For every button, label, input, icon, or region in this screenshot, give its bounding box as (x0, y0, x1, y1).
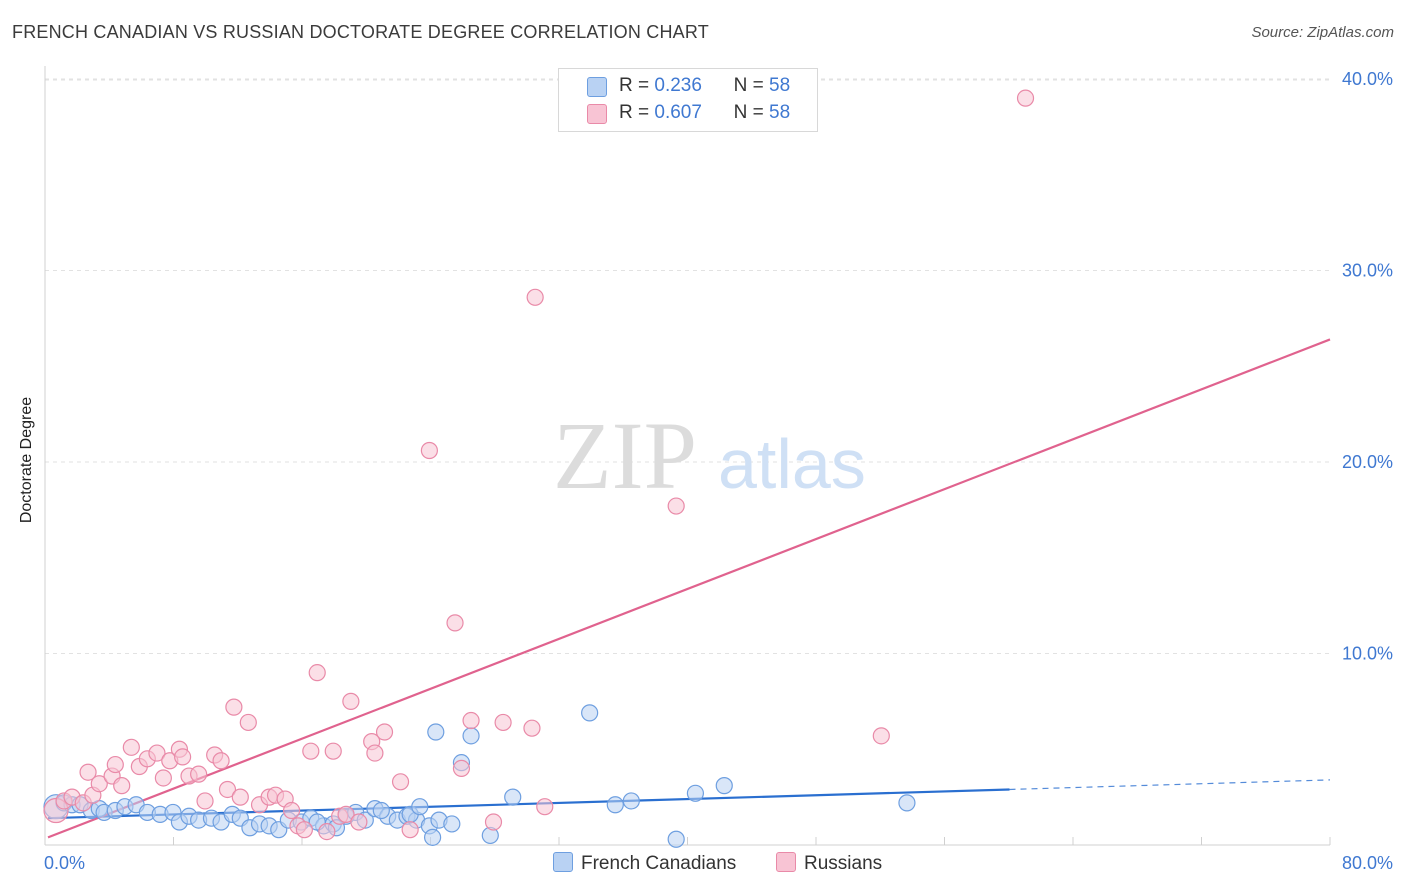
data-point-russian (318, 822, 336, 841)
y-tick-label: 20.0% (1342, 452, 1393, 472)
data-point-russian (113, 777, 131, 795)
data-point-russian (282, 801, 301, 820)
data-point-russian (526, 288, 544, 306)
data-point-russian (337, 805, 355, 823)
x-tick-label: 0.0% (44, 853, 85, 873)
trend-line-russians (47, 338, 1331, 839)
data-point-russian (90, 775, 108, 793)
data-point-french (504, 788, 522, 806)
data-point-russian (366, 744, 384, 762)
data-point-russian (212, 752, 230, 770)
bottom-legend-swatch-russians (776, 852, 796, 872)
data-point-russian (225, 698, 243, 716)
data-point-russian (231, 788, 249, 806)
legend-text-russians: R = 0.607 N = 58 (619, 102, 790, 124)
data-point-french (372, 801, 390, 820)
legend-n-label: N = (733, 102, 764, 123)
data-point-french (715, 777, 733, 795)
data-point-russian (190, 765, 208, 783)
legend-swatch-russians (587, 104, 607, 124)
data-point-russian (196, 792, 214, 810)
y-tick-label: 40.0% (1342, 69, 1393, 89)
data-point-russian (872, 727, 890, 745)
legend-n-value: 58 (769, 102, 791, 123)
data-point-french (606, 796, 624, 814)
data-point-russian (523, 719, 541, 737)
trend-line-french-extension (1009, 779, 1331, 791)
data-point-russian (350, 813, 368, 831)
data-point-french (411, 798, 429, 816)
legend-swatch-french (587, 77, 607, 97)
data-point-russian (122, 738, 140, 756)
data-point-russian (302, 742, 320, 760)
bottom-legend-label-russians: Russians (804, 853, 883, 874)
legend-r-value: 0.236 (654, 75, 702, 96)
data-point-french (667, 830, 685, 848)
bottom-legend-french: French Canadians (553, 852, 736, 875)
bottom-legend-swatch-french (553, 852, 573, 872)
data-point-french (622, 792, 640, 810)
data-point-russian (295, 821, 313, 839)
data-point-french (424, 828, 442, 846)
legend-r-value: 0.607 (654, 102, 702, 123)
legend-n-value: 58 (769, 75, 791, 96)
data-point-french (427, 723, 445, 741)
legend-r-label: R = (619, 75, 650, 96)
legend-text-french: R = 0.236 N = 58 (619, 75, 790, 97)
data-point-russian (174, 748, 192, 766)
data-point-french (581, 704, 599, 722)
data-point-russian (446, 614, 464, 632)
legend-n-label: N = (733, 75, 764, 96)
data-point-french (686, 784, 705, 802)
bottom-legend-russians: Russians (776, 852, 882, 875)
data-point-russian (154, 769, 172, 787)
data-point-french (443, 815, 461, 833)
bottom-legend-label-french: French Canadians (581, 853, 737, 874)
y-tick-label: 10.0% (1342, 644, 1393, 664)
chart-title: FRENCH CANADIAN VS RUSSIAN DOCTORATE DEG… (12, 22, 709, 42)
data-point-russian (106, 755, 124, 774)
data-point-russian (342, 692, 360, 710)
data-point-russian (1016, 89, 1035, 107)
watermark-zip: ZIP (553, 402, 697, 509)
data-point-russian (484, 813, 503, 831)
data-point-russian (667, 497, 685, 515)
data-point-russian (148, 744, 166, 762)
source-credit: Source: ZipAtlas.com (1251, 24, 1394, 41)
data-point-french (898, 794, 916, 812)
y-tick-label: 30.0% (1342, 261, 1393, 281)
watermark: ZIP atlas (553, 402, 866, 509)
axes (44, 66, 1331, 846)
data-point-russian (79, 763, 97, 781)
data-point-russian (420, 441, 438, 460)
correlation-legend: R = 0.236 N = 58 R = 0.607 N = 58 (558, 68, 818, 132)
series-french-canadians (43, 704, 916, 848)
data-point-french (462, 727, 480, 745)
data-point-russian (218, 780, 237, 799)
data-point-russian (401, 821, 419, 839)
tick-labels: 10.0% 20.0% 30.0% 40.0% 0.0% 80.0% (44, 69, 1393, 873)
data-point-russian (536, 798, 554, 816)
data-point-russian (452, 759, 471, 778)
series-russians (43, 89, 1035, 841)
watermark-atlas: atlas (718, 425, 866, 503)
data-point-russian (324, 742, 342, 760)
data-point-russian (375, 723, 394, 741)
data-point-russian (308, 664, 326, 682)
x-tick-label: 80.0% (1342, 853, 1393, 873)
legend-r-label: R = (619, 102, 650, 123)
grid-lines (45, 78, 1330, 654)
data-point-russian (462, 711, 480, 730)
data-point-russian (494, 713, 512, 732)
data-point-russian (239, 713, 257, 732)
data-point-russian (391, 773, 410, 791)
